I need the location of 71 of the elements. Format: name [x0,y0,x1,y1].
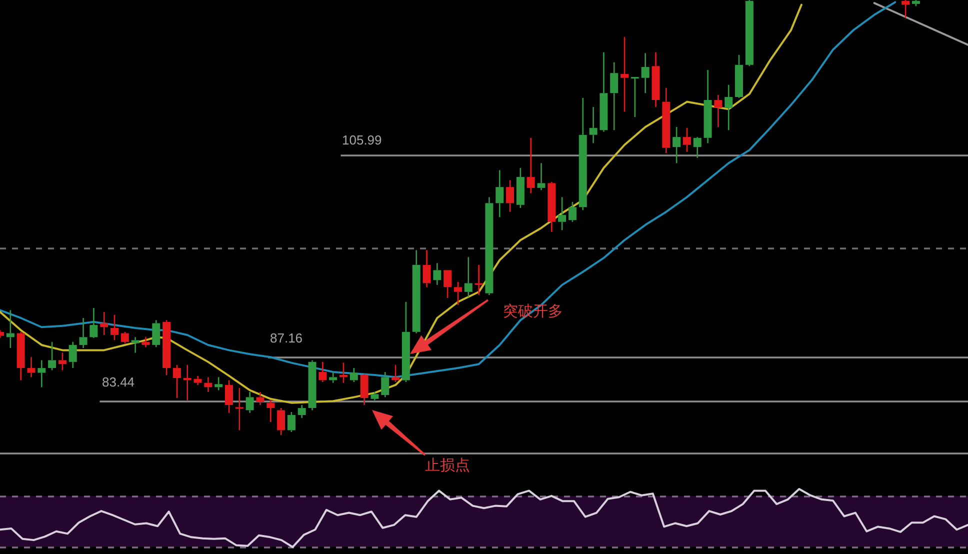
candlestick [662,87,670,154]
candlestick [350,367,358,383]
candlestick [58,352,66,371]
candlestick [48,341,56,371]
candlestick [693,136,702,159]
candlestick [610,62,618,131]
candlestick [214,376,223,391]
candlestick [444,270,452,299]
candlestick [589,106,598,144]
candlestick [422,249,431,288]
candlestick [474,264,483,296]
candlestick [714,94,722,128]
text: 止损点 [425,456,470,474]
annotation: 突破开多 [503,302,563,320]
candlestick [630,77,639,118]
candlestick [902,0,910,18]
candlestick [381,371,390,398]
candlestick [485,196,494,296]
candlestick [724,84,733,131]
candlestick [360,373,368,406]
candlestick [506,179,514,213]
annotation: 87.16 [270,330,303,346]
candlestick [100,311,108,336]
candlestick [246,391,254,414]
candlestick [402,301,410,383]
candlestick [90,307,98,339]
candlestick [224,380,233,414]
candlestick [235,387,244,431]
candlestick [6,310,14,349]
candlestick [516,167,524,209]
annotation: 83.44 [102,374,135,390]
candlestick [256,391,264,406]
candlestick [620,36,629,112]
candlestick [433,262,442,286]
candlestick [266,400,275,423]
candlestick [704,69,712,144]
candlestick [526,137,535,194]
candlestick [600,52,608,132]
candlestick [412,249,420,334]
candlestick [131,336,140,354]
candlestick [496,169,504,218]
candlestick [652,52,660,108]
candlestick [392,364,400,383]
candlestick [16,331,25,381]
candlestick [152,320,160,348]
candlestick [110,314,118,341]
candlestick [578,97,587,211]
candlestick [194,375,202,386]
candlestick [558,196,566,231]
candlestick [537,162,546,191]
candlestick [79,317,88,349]
candlestick [318,361,327,383]
candlestick [464,256,472,298]
candlestick [641,52,650,94]
candlestick [672,126,681,164]
candlestick [183,364,192,401]
candlestick [370,391,379,401]
candlestick [735,54,744,99]
candlestick [172,364,181,399]
candlestick [682,127,691,152]
candlestick [38,360,46,388]
candlestick [308,360,316,411]
candlestick [454,281,462,306]
candlestick [339,362,348,384]
candlestick [204,376,212,393]
candlestick [298,404,306,419]
candlestick [142,336,150,348]
candlestick [548,181,556,233]
candlestick [27,356,36,378]
annotation: 105.99 [342,132,382,148]
candlestick [68,341,77,369]
